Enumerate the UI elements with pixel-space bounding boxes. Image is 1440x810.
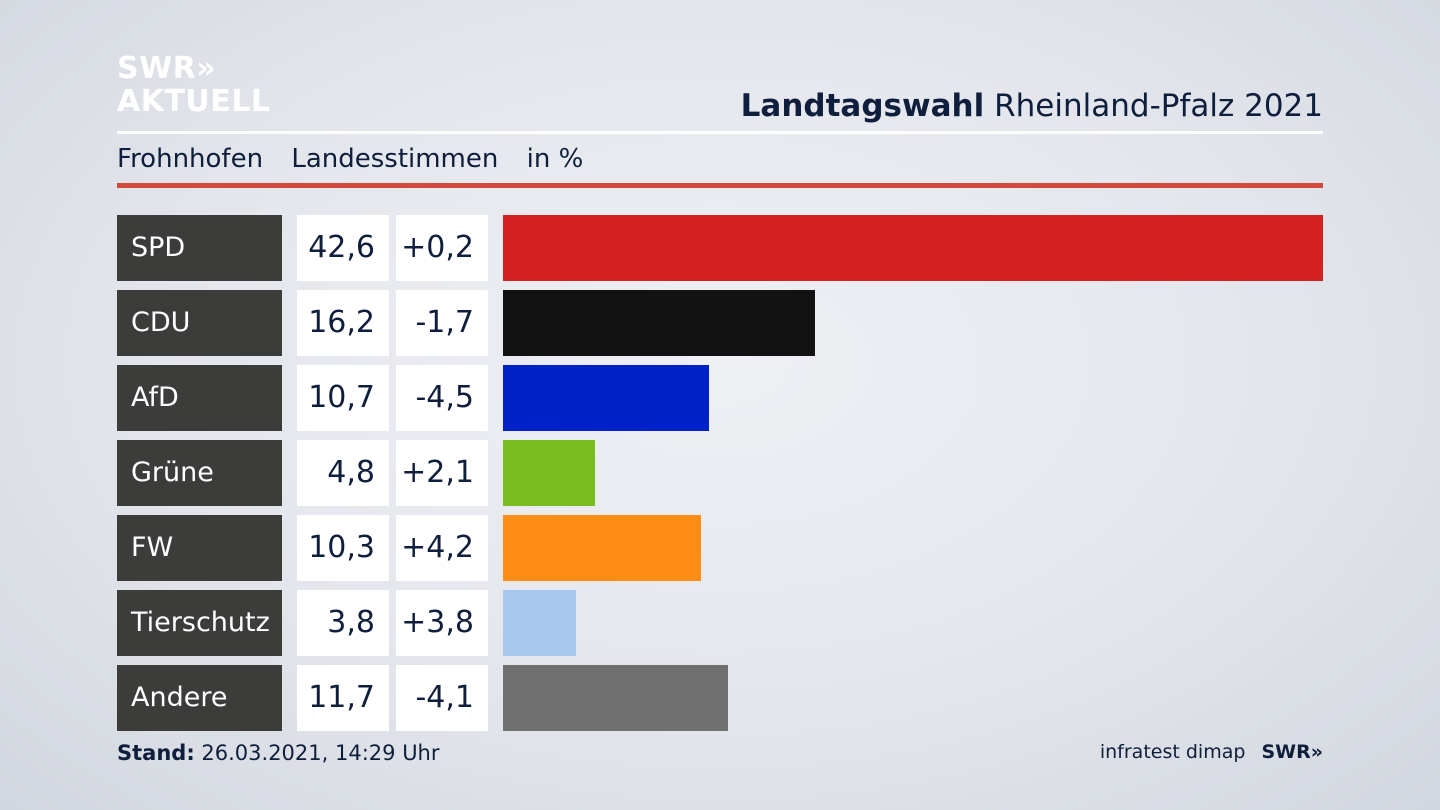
- stand-value: 26.03.2021, 14:29 Uhr: [201, 741, 440, 765]
- vote-change-value: +3,8: [396, 590, 488, 656]
- vote-change-value: -1,7: [396, 290, 488, 356]
- vote-share-value: 16,2: [297, 290, 389, 356]
- accent-divider: [117, 183, 1323, 188]
- bar: [503, 665, 728, 731]
- footer-brand-logo: SWR»: [1261, 741, 1323, 763]
- bar: [503, 440, 595, 506]
- party-label: CDU: [117, 290, 282, 356]
- subhead-type: Landesstimmen: [291, 144, 499, 174]
- party-label: Grüne: [117, 440, 282, 506]
- party-label: FW: [117, 515, 282, 581]
- bar-row: SPD 42,6 +0,2: [117, 215, 1323, 281]
- vote-share-value: 42,6: [297, 215, 389, 281]
- party-label: AfD: [117, 365, 282, 431]
- subhead-unit: in %: [526, 144, 584, 174]
- footer-source: infratest dimap SWR»: [1100, 741, 1323, 763]
- bar-row: FW 10,3 +4,2: [117, 515, 1323, 581]
- footer-timestamp: Stand: 26.03.2021, 14:29 Uhr: [117, 741, 440, 765]
- bar: [503, 365, 709, 431]
- bar-row: CDU 16,2 -1,7: [117, 290, 1323, 356]
- vote-change-value: +0,2: [396, 215, 488, 281]
- party-label: Andere: [117, 665, 282, 731]
- title-rest: Rheinland-Pfalz 2021: [994, 88, 1323, 124]
- vote-change-value: +2,1: [396, 440, 488, 506]
- party-label: SPD: [117, 215, 282, 281]
- vote-share-value: 3,8: [297, 590, 389, 656]
- bar-row: AfD 10,7 -4,5: [117, 365, 1323, 431]
- bar: [503, 590, 576, 656]
- vote-share-value: 10,7: [297, 365, 389, 431]
- bar: [503, 215, 1323, 281]
- stand-label: Stand:: [117, 741, 195, 765]
- vote-share-value: 4,8: [297, 440, 389, 506]
- bar-row: Tierschutz 3,8 +3,8: [117, 590, 1323, 656]
- swr-aktuell-logo: SWR» AKTUELL: [117, 54, 271, 117]
- title-bold: Landtagswahl: [740, 88, 985, 124]
- chart-subheading: Frohnhofen Landesstimmen in %: [117, 144, 603, 174]
- page-title: Landtagswahl Rheinland-Pfalz 2021: [741, 88, 1323, 124]
- vote-share-value: 10,3: [297, 515, 389, 581]
- bar: [503, 515, 701, 581]
- bar-row: Grüne 4,8 +2,1: [117, 440, 1323, 506]
- subhead-place: Frohnhofen: [117, 144, 264, 174]
- vote-share-value: 11,7: [297, 665, 389, 731]
- bar: [503, 290, 815, 356]
- vote-change-value: -4,1: [396, 665, 488, 731]
- source-label: infratest dimap: [1099, 741, 1246, 763]
- header-divider: [117, 131, 1323, 134]
- party-label: Tierschutz: [117, 590, 282, 656]
- bar-row: Andere 11,7 -4,1: [117, 665, 1323, 731]
- logo-line-1: SWR»: [117, 51, 217, 86]
- vote-change-value: -4,5: [396, 365, 488, 431]
- logo-line-2: AKTUELL: [117, 84, 271, 119]
- vote-change-value: +4,2: [396, 515, 488, 581]
